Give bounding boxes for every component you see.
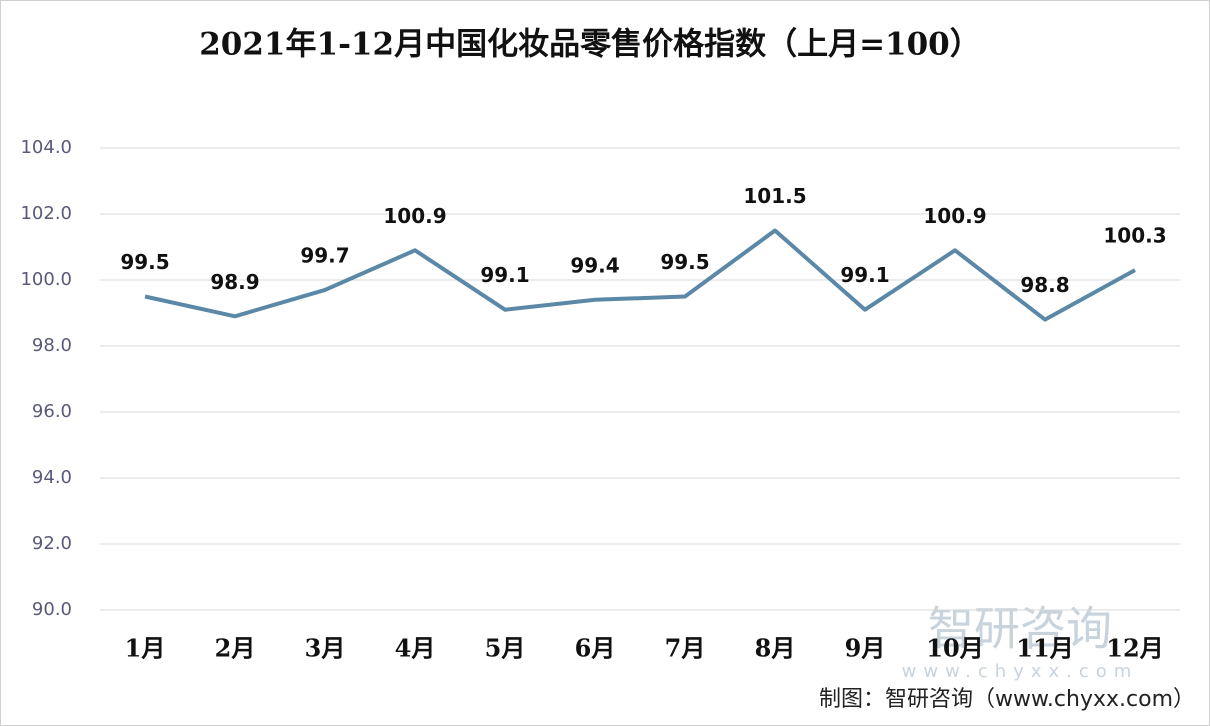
data-label: 99.4: [570, 253, 619, 277]
y-tick-label: 100.0: [20, 269, 72, 290]
x-tick-label: 7月: [665, 634, 706, 663]
x-tick-label: 11月: [1016, 634, 1073, 663]
data-label: 99.1: [480, 263, 529, 287]
data-label: 100.3: [1103, 224, 1166, 248]
x-tick-label: 10月: [926, 634, 983, 663]
source: 制图：智研咨询（www.chyxx.com）: [819, 687, 1195, 712]
y-tick-label: 104.0: [20, 137, 72, 158]
data-label: 98.9: [210, 270, 259, 294]
x-tick-label: 2月: [215, 634, 256, 663]
y-tick-label: 92.0: [32, 533, 72, 554]
x-tick-label: 3月: [305, 634, 346, 663]
data-label: 98.8: [1020, 273, 1069, 297]
y-tick-label: 98.0: [32, 335, 72, 356]
x-tick-label: 8月: [755, 634, 796, 663]
x-tick-label: 5月: [485, 634, 526, 663]
chart-title: 2021年1-12月中国化妆品零售价格指数（上月=100）: [199, 27, 981, 63]
x-tick-label: 6月: [575, 634, 616, 663]
x-tick-label: 4月: [395, 634, 436, 663]
x-tick-label: 9月: [845, 634, 886, 663]
watermark-url: www.chyxx.com: [902, 661, 1139, 682]
data-label: 99.7: [300, 243, 349, 267]
data-label: 99.1: [840, 263, 889, 287]
y-tick-label: 90.0: [32, 599, 72, 620]
x-tick-label: 1月: [125, 634, 166, 663]
data-label: 100.9: [923, 204, 986, 228]
x-tick-label: 12月: [1106, 634, 1163, 663]
y-tick-label: 96.0: [32, 401, 72, 422]
data-label: 99.5: [120, 250, 169, 274]
y-tick-label: 94.0: [32, 467, 72, 488]
y-tick-label: 102.0: [20, 203, 72, 224]
line: [144, 228, 1136, 322]
data-label: 99.5: [660, 250, 709, 274]
data-label: 101.5: [743, 184, 806, 208]
data-label: 100.9: [383, 204, 446, 228]
